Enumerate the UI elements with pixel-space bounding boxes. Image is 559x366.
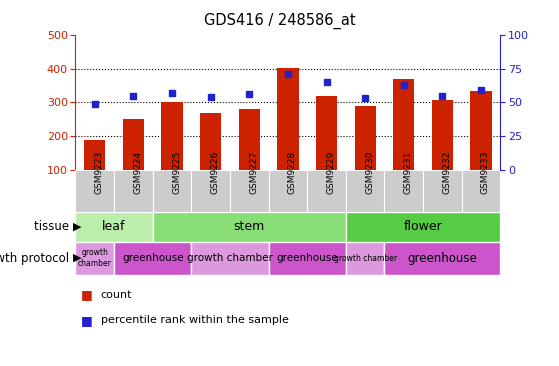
Text: GSM9229: GSM9229 bbox=[326, 151, 335, 194]
Text: GSM9226: GSM9226 bbox=[211, 151, 220, 194]
Bar bbox=[277, 68, 299, 170]
Bar bbox=[346, 242, 385, 274]
Text: GSM9232: GSM9232 bbox=[442, 151, 451, 194]
Bar bbox=[470, 91, 491, 170]
Bar bbox=[75, 212, 153, 242]
Bar bbox=[191, 242, 268, 274]
Text: stem: stem bbox=[234, 220, 265, 234]
Text: greenhouse: greenhouse bbox=[122, 253, 183, 263]
Bar bbox=[462, 170, 500, 212]
Text: GDS416 / 248586_at: GDS416 / 248586_at bbox=[203, 13, 356, 29]
Bar bbox=[346, 212, 500, 242]
Text: GSM9225: GSM9225 bbox=[172, 151, 181, 194]
Text: greenhouse: greenhouse bbox=[276, 253, 338, 263]
Bar bbox=[239, 109, 260, 170]
Text: GSM9224: GSM9224 bbox=[134, 151, 143, 194]
Bar bbox=[162, 102, 183, 170]
Bar bbox=[268, 170, 307, 212]
Bar bbox=[123, 119, 144, 170]
Text: tissue: tissue bbox=[34, 220, 73, 234]
Bar bbox=[432, 100, 453, 170]
Bar bbox=[423, 170, 462, 212]
Text: flower: flower bbox=[404, 220, 442, 234]
Text: GSM9233: GSM9233 bbox=[481, 150, 490, 194]
Bar bbox=[316, 96, 337, 170]
Text: GSM9227: GSM9227 bbox=[249, 151, 258, 194]
Bar bbox=[153, 212, 346, 242]
Bar bbox=[75, 242, 114, 274]
Bar bbox=[75, 170, 114, 212]
Text: GSM9231: GSM9231 bbox=[404, 150, 413, 194]
Text: growth chamber: growth chamber bbox=[334, 254, 397, 262]
Text: GSM9228: GSM9228 bbox=[288, 151, 297, 194]
Bar bbox=[84, 140, 106, 170]
Bar bbox=[153, 170, 191, 212]
Bar bbox=[354, 106, 376, 170]
Bar bbox=[307, 170, 346, 212]
Text: ■: ■ bbox=[81, 288, 93, 301]
Text: greenhouse: greenhouse bbox=[408, 251, 477, 265]
Bar bbox=[191, 170, 230, 212]
Bar bbox=[230, 170, 268, 212]
Bar bbox=[346, 170, 385, 212]
Text: leaf: leaf bbox=[102, 220, 126, 234]
Bar bbox=[200, 113, 221, 170]
Text: GSM9230: GSM9230 bbox=[365, 150, 374, 194]
Bar bbox=[114, 170, 153, 212]
Bar bbox=[385, 170, 423, 212]
Bar bbox=[385, 242, 500, 274]
Bar bbox=[114, 242, 191, 274]
Text: count: count bbox=[101, 290, 132, 300]
Bar bbox=[393, 79, 414, 170]
Text: ▶: ▶ bbox=[73, 222, 81, 232]
Text: GSM9223: GSM9223 bbox=[95, 151, 104, 194]
Text: growth
chamber: growth chamber bbox=[78, 248, 112, 268]
Text: growth protocol: growth protocol bbox=[0, 251, 73, 265]
Bar bbox=[268, 242, 346, 274]
Text: growth chamber: growth chamber bbox=[187, 253, 273, 263]
Text: percentile rank within the sample: percentile rank within the sample bbox=[101, 315, 288, 325]
Text: ■: ■ bbox=[81, 314, 93, 327]
Text: ▶: ▶ bbox=[73, 253, 81, 263]
